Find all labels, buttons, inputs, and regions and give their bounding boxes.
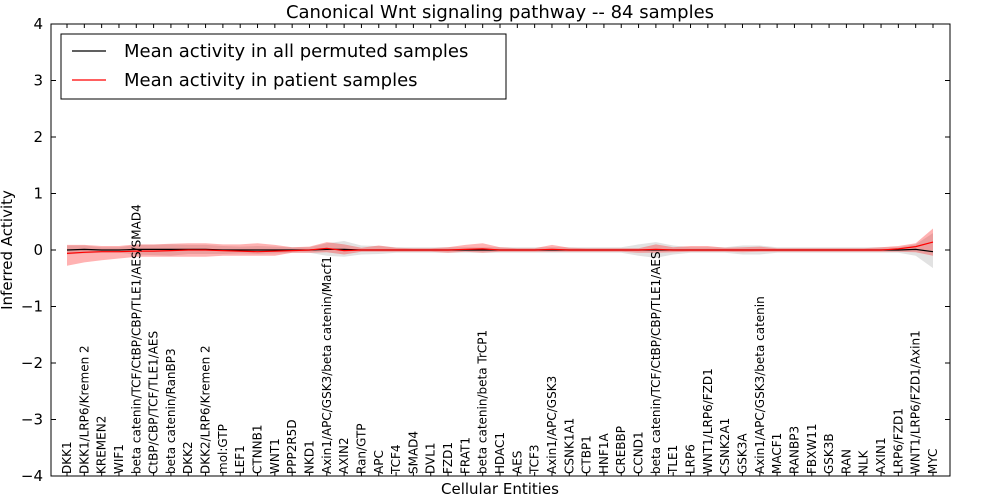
category-label: CCND1: [632, 431, 646, 474]
category-label: WNT1/LRP6/FZD1: [701, 368, 715, 474]
category-label: TCF3: [528, 444, 542, 475]
plot-frame: [50, 23, 951, 477]
category-label: FZD1: [441, 442, 455, 474]
y-axis-label: Inferred Activity: [0, 190, 16, 310]
legend: Mean activity in all permuted samples Me…: [60, 33, 507, 100]
category-label: AXIN2: [337, 437, 351, 474]
legend-label-permuted: Mean activity in all permuted samples: [124, 41, 468, 62]
category-label: DVL1: [424, 442, 438, 474]
series-lines: [66, 241, 934, 254]
y-tick-label: −4: [21, 467, 43, 485]
x-ticks: [66, 24, 934, 476]
category-label: Axin1/APC/GSK3/beta catenin: [753, 296, 767, 474]
category-label: MACF1: [770, 433, 784, 474]
category-label: DKK1: [60, 441, 74, 474]
legend-label-patient: Mean activity in patient samples: [124, 70, 418, 91]
chart-title: Canonical Wnt signaling pathway -- 84 sa…: [286, 2, 714, 23]
category-label: CtBP/CBP/TCF/TLE1/AES: [147, 331, 161, 474]
category-label: WNT1/LRP6/FZD1/Axin1: [909, 330, 923, 474]
confidence-bands: [67, 228, 933, 269]
category-label: AES: [510, 451, 524, 474]
category-label: PPP2R5D: [285, 419, 299, 474]
category-label: beta catenin/beta TrCP1: [476, 330, 490, 474]
category-label: beta catenin/TCF/CtBP/CBP/TLE1/AES: [649, 251, 663, 474]
category-label: RAN: [839, 449, 853, 474]
category-label: beta catenin/RanBP3: [164, 348, 178, 474]
category-label: GSK3A: [736, 433, 750, 474]
category-label: GSK3B: [822, 433, 836, 474]
category-label: NLK: [857, 449, 871, 474]
category-label: CTBP1: [580, 435, 594, 474]
y-tick-label: −2: [21, 354, 43, 372]
category-label: FRAT1: [458, 437, 472, 474]
y-tick-label: 4: [33, 15, 43, 33]
category-label: AXIN1: [874, 437, 888, 474]
y-ticks: −4 −3 −2 −1 0 1 2 3 4: [21, 15, 950, 485]
y-tick-label: 1: [33, 185, 43, 203]
category-label: LRP6/FZD1: [891, 408, 905, 474]
category-label: HNF1A: [597, 432, 611, 474]
category-label: LEF1: [233, 445, 247, 474]
category-label: DKK2: [181, 441, 195, 474]
category-label: CSNK2A1: [718, 418, 732, 474]
category-label: CTNNB1: [251, 424, 265, 474]
category-label: TLE1: [666, 445, 680, 475]
category-label: CSNK1A1: [562, 418, 576, 474]
category-label: WNT1: [268, 438, 282, 474]
category-label: TCF4: [389, 444, 403, 475]
band-patient: [67, 228, 933, 266]
category-label: LRP6: [684, 444, 698, 474]
category-label: DKK1/LRP6/Kremen 2: [77, 345, 91, 474]
y-tick-label: 3: [33, 72, 43, 90]
line-patient: [66, 241, 934, 254]
category-label: APC: [372, 450, 386, 474]
category-label: KREMEN2: [95, 416, 109, 474]
y-tick-label: 2: [33, 128, 43, 146]
category-label: WIF1: [112, 444, 126, 474]
x-axis-label: Cellular Entities: [441, 480, 559, 498]
legend-box: [60, 33, 507, 100]
category-labels: DKK1 DKK1/LRP6/Kremen 2 KREMEN2 WIF1 beta ca…: [60, 204, 940, 475]
category-label: Ran/GTP: [354, 423, 368, 474]
y-tick-label: −1: [21, 298, 43, 316]
category-label: HDAC1: [493, 432, 507, 474]
category-label: SMAD4: [406, 431, 420, 474]
category-label: MYC: [926, 449, 940, 474]
y-tick-label: −3: [21, 411, 43, 429]
category-label: NKD1: [303, 440, 317, 474]
category-label: beta catenin/TCF/CtBP/CBP/TLE1/AES/SMAD4: [129, 204, 143, 474]
category-label: Axin1/APC/GSK3/beta catenin/Macf1: [320, 256, 334, 474]
category-label: DKK2/LRP6/Kremen 2: [199, 345, 213, 474]
category-label: Axin1/APC/GSK3: [545, 376, 559, 474]
category-label: mol:GTP: [216, 424, 230, 474]
y-tick-label: 0: [33, 241, 43, 259]
category-label: CREBBP: [614, 426, 628, 474]
category-label: FBXW11: [805, 424, 819, 475]
category-label: RANBP3: [787, 426, 801, 474]
